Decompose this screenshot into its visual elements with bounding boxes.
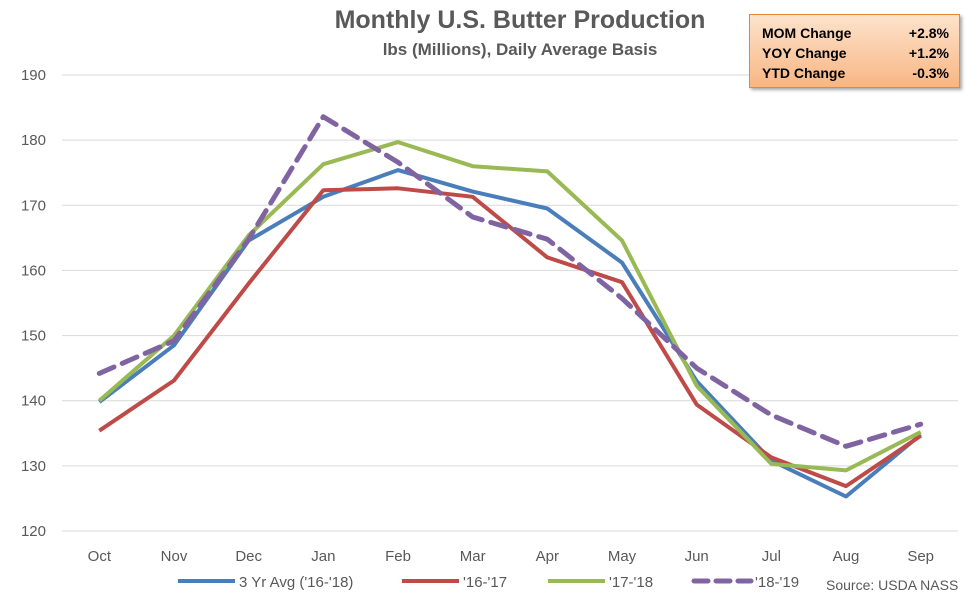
- change-stats-box: MOM Change +2.8% YOY Change +1.2% YTD Ch…: [749, 14, 960, 88]
- x-tick-label: Oct: [88, 548, 112, 565]
- stat-value: +2.8%: [908, 25, 949, 41]
- x-tick-label: Feb: [385, 548, 411, 565]
- y-tick-label: 120: [21, 523, 46, 540]
- legend-label: '16-'17: [463, 574, 507, 591]
- x-tick-label: Aug: [833, 548, 860, 565]
- legend-label: 3 Yr Avg ('16-'18): [239, 574, 353, 591]
- y-tick-label: 160: [21, 262, 46, 279]
- y-tick-label: 180: [21, 132, 46, 149]
- stat-row-yoy: YOY Change +1.2%: [762, 43, 949, 63]
- x-tick-label: Jul: [762, 548, 781, 565]
- legend: 3 Yr Avg ('16-'18) '16-'17 '17-'18 '18-'19: [178, 574, 799, 591]
- x-tick-labels: Oct Nov Dec Jan Feb Mar Apr May Jun Jul Aug Sep: [88, 548, 934, 565]
- stat-value: -0.3%: [912, 65, 949, 81]
- series-lines: [96, 114, 924, 499]
- stat-row-ytd: YTD Change -0.3%: [762, 63, 949, 83]
- series-line: [97, 140, 922, 473]
- stat-value: +1.2%: [908, 45, 949, 61]
- x-tick-label: Mar: [460, 548, 486, 565]
- y-tick-labels: 120 130 140 150 160 170 180 190: [21, 67, 46, 540]
- x-tick-label: Apr: [536, 548, 559, 565]
- legend-label: '17-'18: [609, 574, 653, 591]
- series-line: [96, 114, 924, 449]
- stat-label: YTD Change: [762, 65, 846, 81]
- y-tick-label: 170: [21, 197, 46, 214]
- series-line: [98, 186, 922, 489]
- chart-subtitle: lbs (Millions), Daily Average Basis: [382, 40, 658, 59]
- stat-label: YOY Change: [762, 45, 847, 61]
- x-tick-label: May: [608, 548, 637, 565]
- x-tick-label: Jun: [685, 548, 709, 565]
- series-line: [98, 168, 922, 499]
- legend-label: '18-'19: [755, 574, 799, 591]
- y-tick-label: 130: [21, 458, 46, 475]
- stat-label: MOM Change: [762, 25, 852, 41]
- x-tick-label: Dec: [235, 548, 262, 565]
- source-note: Source: USDA NASS: [826, 577, 959, 593]
- x-tick-label: Jan: [311, 548, 335, 565]
- x-tick-label: Nov: [161, 548, 188, 565]
- y-tick-label: 140: [21, 393, 46, 410]
- y-tick-label: 150: [21, 328, 46, 345]
- x-tick-label: Sep: [907, 548, 934, 565]
- stat-row-mom: MOM Change +2.8%: [762, 23, 949, 43]
- y-tick-label: 190: [21, 67, 46, 84]
- chart-title: Monthly U.S. Butter Production: [334, 6, 706, 34]
